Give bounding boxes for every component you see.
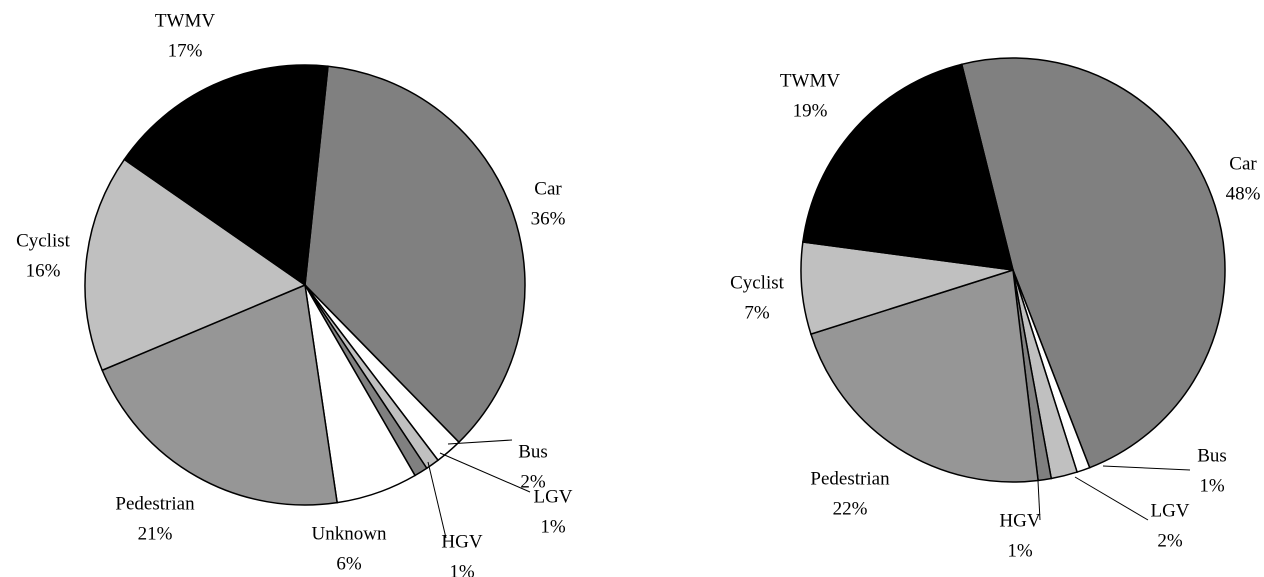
slice-label: TWMV [155,10,215,31]
leader-line [447,439,513,445]
pie-slice [809,269,1039,483]
slice-value-label: 19% [793,100,828,121]
slice-value-label: 17% [168,40,203,61]
leader-line [1037,480,1041,521]
pie-slice [304,65,526,444]
slice-label: HGV [999,510,1040,531]
slice-value-label: 7% [744,302,770,323]
slice-value-label: 1% [1199,475,1225,496]
leader-line [1102,465,1191,471]
slice-value-label: 22% [833,498,868,519]
pie-slice [101,283,338,506]
pie-slice [802,63,1014,271]
slice-value-label: 48% [1226,183,1261,204]
slice-value-label: 2% [1157,530,1183,551]
slice-value-label: 2% [520,471,546,492]
leader-line [439,452,531,493]
slice-label: TWMV [780,70,840,91]
pie-slice [123,64,329,287]
pie-slice [84,158,307,372]
slice-label: HGV [441,531,482,552]
slice-value-label: 1% [1007,540,1033,561]
slice-label: Bus [1197,445,1227,466]
slice-label: Bus [518,441,548,462]
leader-line [427,461,447,539]
slice-value-label: 36% [531,208,566,229]
leader-line [1074,476,1149,521]
slice-label: Pedestrian [115,493,195,514]
slice-label: Cyclist [730,272,785,293]
slice-label: Pedestrian [810,468,890,489]
slice-value-label: 6% [336,553,362,574]
pie-slice [960,57,1226,469]
slice-value-label: 16% [26,260,61,281]
slice-label: LGV [533,486,572,507]
slice-label: Cyclist [16,230,71,251]
slice-label: LGV [1150,500,1189,521]
slice-label: Car [1229,153,1257,174]
slice-label: Unknown [312,523,387,544]
slice-value-label: 21% [138,523,173,544]
slice-label: Car [534,178,562,199]
slice-value-label: 1% [449,561,475,577]
slice-value-label: 1% [540,516,566,537]
